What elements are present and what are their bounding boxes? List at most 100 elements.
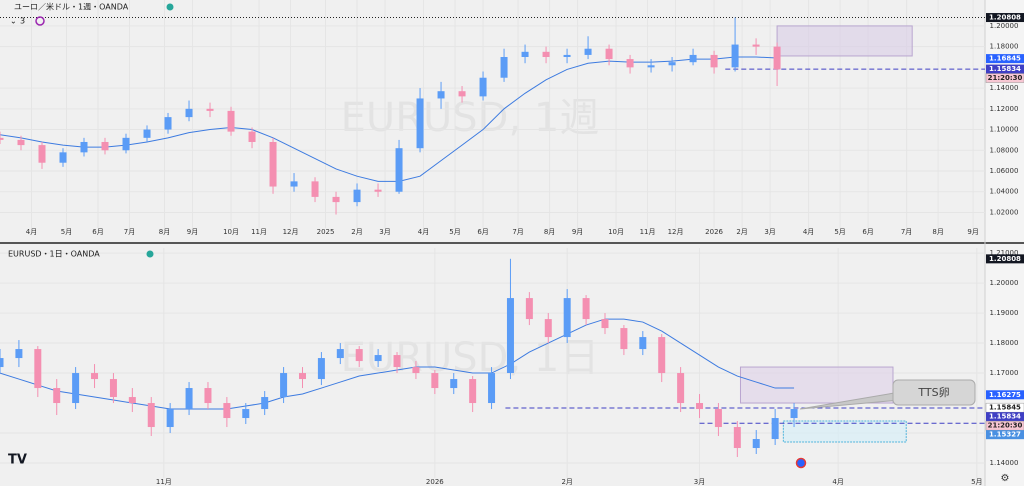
candle-body <box>248 131 256 142</box>
candle-body <box>626 59 634 68</box>
x-tick-label: 5月 <box>971 478 982 486</box>
price-tag-label: 1.15327 <box>989 431 1021 439</box>
price-tag <box>986 54 1024 64</box>
price-tag <box>986 430 1024 440</box>
price-tag-label: 1.16845 <box>989 55 1021 63</box>
price-tag-label: 21:20:30 <box>988 74 1023 82</box>
x-tick-label: 2月 <box>561 478 572 486</box>
candle-body <box>204 388 212 404</box>
candle-body <box>542 51 550 57</box>
candle-body <box>269 141 277 187</box>
candle-body <box>147 403 155 428</box>
candle-body <box>38 145 46 163</box>
candle-body <box>544 319 552 338</box>
x-tick-label: 10月 <box>608 228 624 236</box>
candle-body <box>437 91 445 99</box>
candle-body <box>525 298 533 320</box>
x-tick-label: 6月 <box>862 228 873 236</box>
candle-body <box>416 98 424 149</box>
y-tick-label: 1.14000 <box>990 459 1019 467</box>
price-tag <box>986 390 1024 400</box>
event-icon[interactable] <box>795 457 807 469</box>
candle-body <box>336 349 344 359</box>
price-tag-label: 1.15845 <box>989 404 1021 412</box>
zone <box>776 25 913 57</box>
price-tag-label: 1.20808 <box>989 255 1021 263</box>
candle-body <box>128 397 136 404</box>
x-tick-label: 8月 <box>932 228 943 236</box>
candle-body <box>101 141 109 151</box>
y-tick-label: 1.14000 <box>990 84 1019 92</box>
x-tick-label: 9月 <box>572 228 583 236</box>
candle-body <box>374 189 382 192</box>
x-tick-label: 3月 <box>764 228 775 236</box>
candle-body <box>393 355 401 368</box>
candle-body <box>374 355 382 362</box>
candle-body <box>563 298 571 338</box>
y-tick-label: 1.19000 <box>990 309 1019 317</box>
indicator-icon[interactable] <box>35 16 45 26</box>
candle-body <box>620 328 628 350</box>
x-tick-label: 3月 <box>379 228 390 236</box>
x-tick-label: 4月 <box>418 228 429 236</box>
candle-body <box>412 367 420 374</box>
price-tag <box>986 412 1024 422</box>
chevron: ⌄ <box>10 17 17 26</box>
x-tick-label: 4月 <box>26 228 37 236</box>
y-tick-label: 1.12000 <box>990 105 1019 113</box>
candle-body <box>242 409 250 419</box>
candle-body <box>355 349 363 362</box>
y-tick-label: 1.17000 <box>990 369 1019 377</box>
settings-icon[interactable]: ⚙ <box>1001 473 1010 484</box>
callout-box <box>892 379 976 406</box>
x-tick-label: 11月 <box>156 478 172 486</box>
status-dot <box>146 250 154 258</box>
x-tick-label: 7月 <box>901 228 912 236</box>
x-tick-label: 2026 <box>426 478 444 486</box>
candle-body <box>752 44 760 47</box>
candle-body <box>689 54 697 63</box>
x-tick-label: 5月 <box>834 228 845 236</box>
y-tick-label: 1.20000 <box>990 279 1019 287</box>
candle-body <box>0 137 4 140</box>
candle-body <box>332 196 340 203</box>
price-tag <box>986 254 1024 264</box>
status-dot <box>166 3 174 11</box>
candle-body <box>731 44 739 68</box>
candle-body <box>353 189 361 203</box>
candle-body <box>479 77 487 97</box>
candle-body <box>563 54 571 57</box>
x-tick-label: 11月 <box>251 228 267 236</box>
price-tag-label: 21:20:30 <box>988 422 1023 430</box>
x-tick-label: 9月 <box>187 228 198 236</box>
x-tick-label: 6月 <box>92 228 103 236</box>
price-tag-label: 1.15834 <box>989 65 1021 73</box>
y-tick-label: 1.10000 <box>990 126 1019 134</box>
candle-body <box>658 337 666 374</box>
candle-body <box>298 373 306 380</box>
x-tick-label: 7月 <box>124 228 135 236</box>
x-tick-label: 12月 <box>668 228 684 236</box>
tv-logo[interactable]: TV <box>8 453 27 468</box>
candle-body <box>80 141 88 153</box>
candle-body <box>488 373 496 404</box>
candle-body <box>639 337 647 350</box>
x-tick-label: 4月 <box>832 478 843 486</box>
candle-body <box>317 358 325 380</box>
candle-body <box>206 108 214 111</box>
x-tick-label: 8月 <box>159 228 170 236</box>
candle-body <box>227 110 235 132</box>
x-tick-label: 6月 <box>477 228 488 236</box>
candle-body <box>15 349 23 359</box>
candle-body <box>261 397 269 410</box>
x-tick-label: 5月 <box>61 228 72 236</box>
candle-body <box>605 48 613 60</box>
candle-body <box>280 373 288 398</box>
zone <box>782 420 907 443</box>
y-tick-label: 1.18000 <box>990 339 1019 347</box>
candle-body <box>185 388 193 410</box>
candle-body <box>601 319 609 329</box>
candle-body <box>164 117 172 130</box>
